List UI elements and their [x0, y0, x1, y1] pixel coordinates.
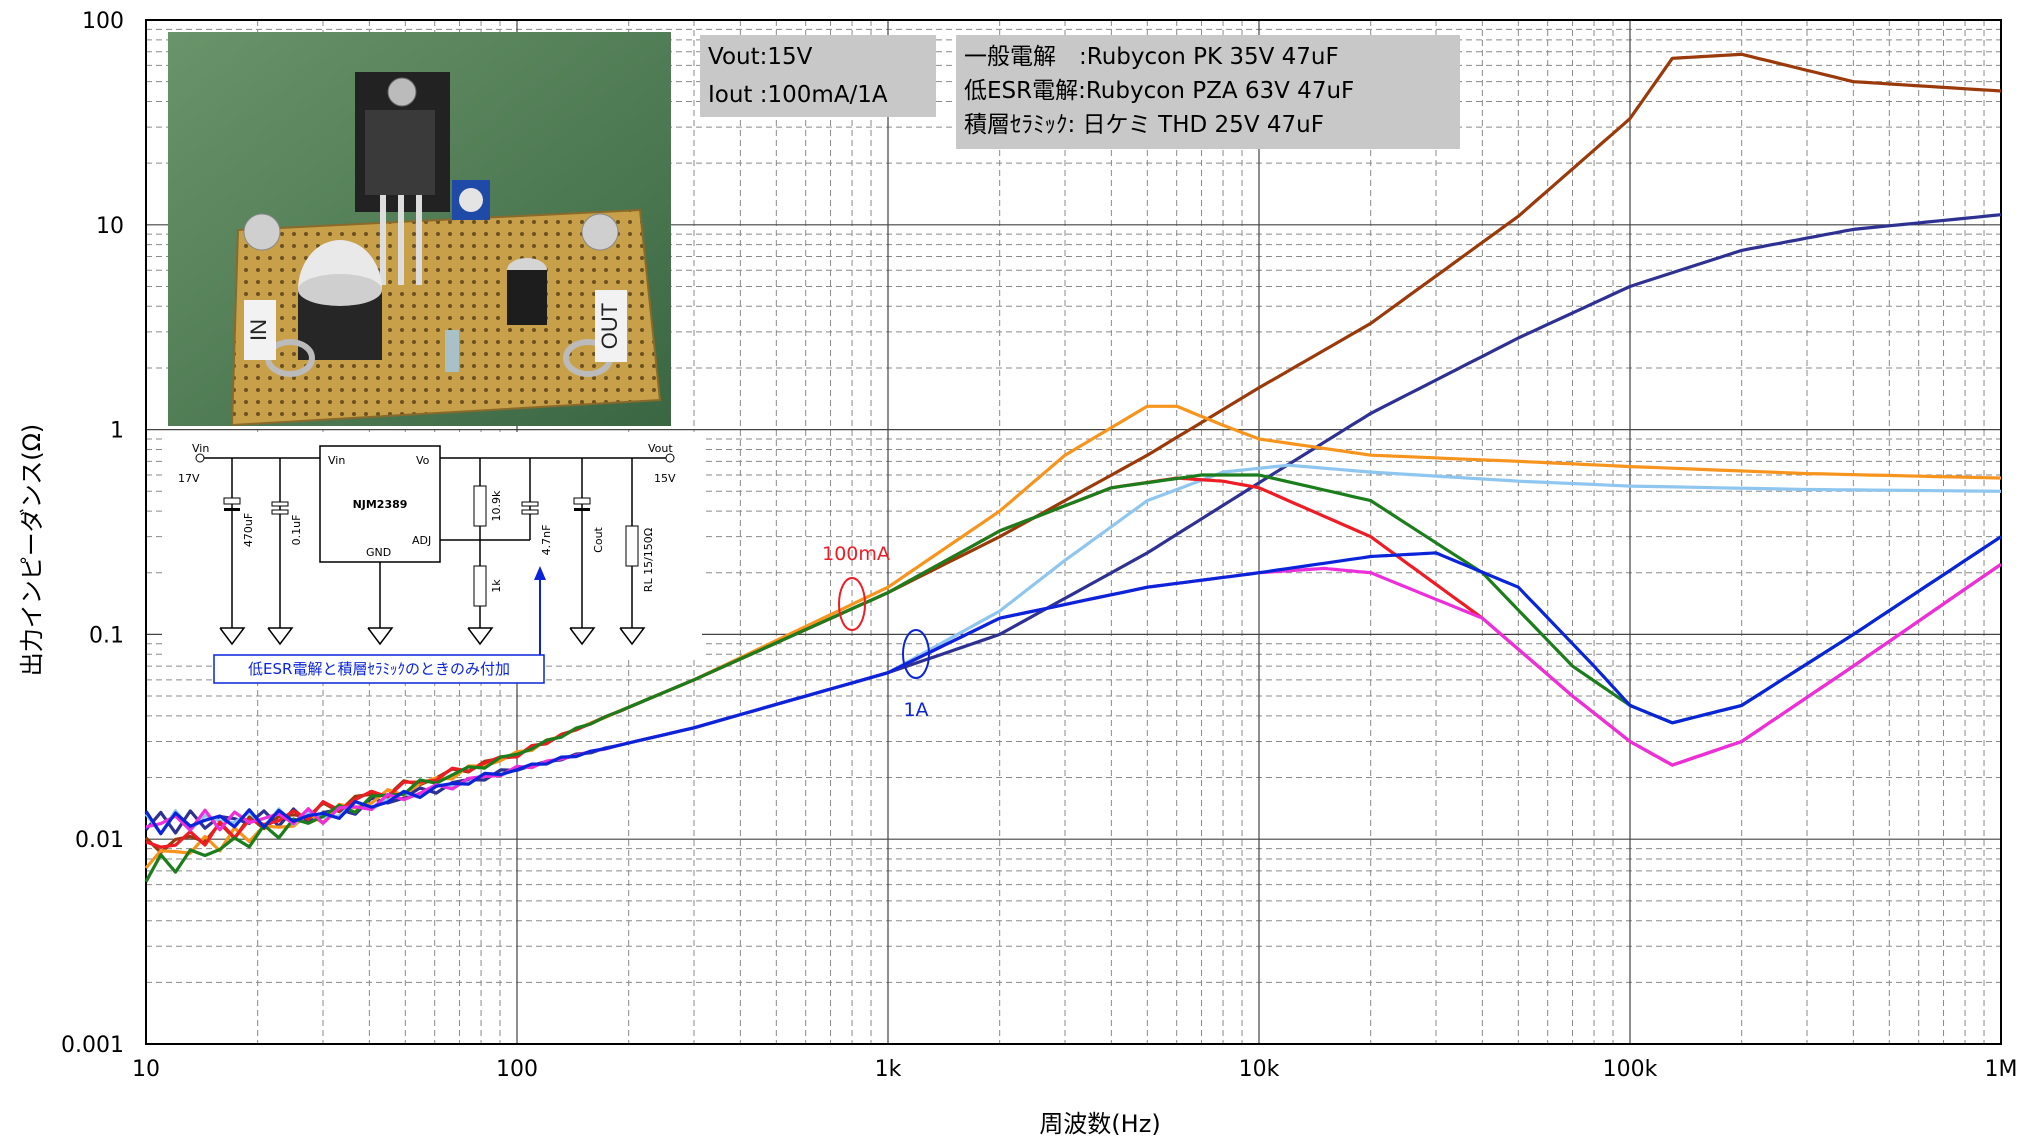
annotation-1a-ellipse — [902, 629, 930, 679]
schem-pin-adj: ADJ — [412, 534, 431, 547]
x-tick-label: 100k — [1603, 1057, 1658, 1082]
schem-pin-vin: Vin — [328, 454, 345, 467]
schem-vin-value: 17V — [178, 472, 200, 485]
schem-pin-vo: Vo — [416, 454, 430, 467]
x-tick-label: 1k — [875, 1057, 902, 1082]
plot-frame — [145, 19, 2002, 1045]
schem-c-ff: 4.7nF — [540, 525, 553, 556]
circuit-schematic: Vin 17V Vout 15V Vin Vo NJM2389 GND ADJ — [162, 432, 702, 684]
schem-vin-label: Vin — [192, 442, 209, 455]
capacitor-box: 一般電解 :Rubycon PK 35V 47uF 低ESR電解:Rubycon… — [956, 35, 1460, 149]
schematic-note-box — [213, 654, 545, 684]
y-tick-label: 100 — [82, 9, 124, 34]
series-layer — [144, 52, 2002, 883]
schem-vout-value: 15V — [654, 472, 676, 485]
schematic-note: 低ESR電解と積層ｾﾗﾐｯｸのときのみ付加 — [248, 660, 510, 678]
capacitor-line-2: 低ESR電解:Rubycon PZA 63V 47uF — [964, 78, 1354, 104]
tick-labels: 10 100 1k 10k 100k 1M 100 10 1 0.1 0.01 0.001 — [61, 9, 2017, 1082]
series-line — [144, 535, 2002, 836]
x-tick-label: 1M — [1985, 1057, 2018, 1082]
y-tick-label: 1 — [110, 419, 124, 444]
schem-r-load: RL 15/150Ω — [642, 528, 655, 592]
schem-pin-gnd: GND — [366, 546, 391, 559]
x-tick-label: 100 — [496, 1057, 538, 1082]
conditions-line-2: Iout :100mA/1A — [708, 82, 888, 108]
x-tick-label: 10k — [1239, 1057, 1280, 1082]
y-tick-label: 0.001 — [61, 1033, 124, 1058]
annotation-1a: 1A — [903, 699, 928, 721]
y-tick-label: 0.01 — [75, 828, 124, 853]
capacitor-line-3: 積層ｾﾗﾐｯｸ: 日ケミ THD 25V 47uF — [964, 112, 1324, 138]
schem-vout-label: Vout — [648, 442, 673, 455]
x-tick-label: 10 — [132, 1057, 160, 1082]
schem-c-out: Cout — [592, 526, 605, 552]
annotation-100ma: 100mA — [822, 543, 890, 565]
photo-in-label: IN — [246, 319, 271, 341]
schem-r-top: 10.9k — [490, 490, 503, 521]
photo-out-label: OUT — [597, 303, 622, 349]
annotation-100ma-ellipse — [838, 577, 866, 631]
schem-c-in: 470uF — [242, 513, 255, 547]
conditions-line-1: Vout:15V — [708, 44, 813, 70]
board-photo: IN OUT — [168, 32, 671, 427]
schem-ic-name: NJM2389 — [353, 498, 408, 511]
y-axis-label: 出力インピーダンス(Ω) — [18, 424, 46, 677]
x-axis-label: 周波数(Hz) — [1039, 1110, 1160, 1138]
capacitor-line-1: 一般電解 :Rubycon PK 35V 47uF — [964, 44, 1339, 70]
schem-c-bypass: 0.1uF — [290, 515, 303, 546]
conditions-box: Vout:15V Iout :100mA/1A — [700, 35, 936, 117]
schem-r-bottom: 1k — [490, 579, 503, 593]
y-tick-label: 0.1 — [89, 623, 124, 648]
y-tick-label: 10 — [96, 214, 124, 239]
